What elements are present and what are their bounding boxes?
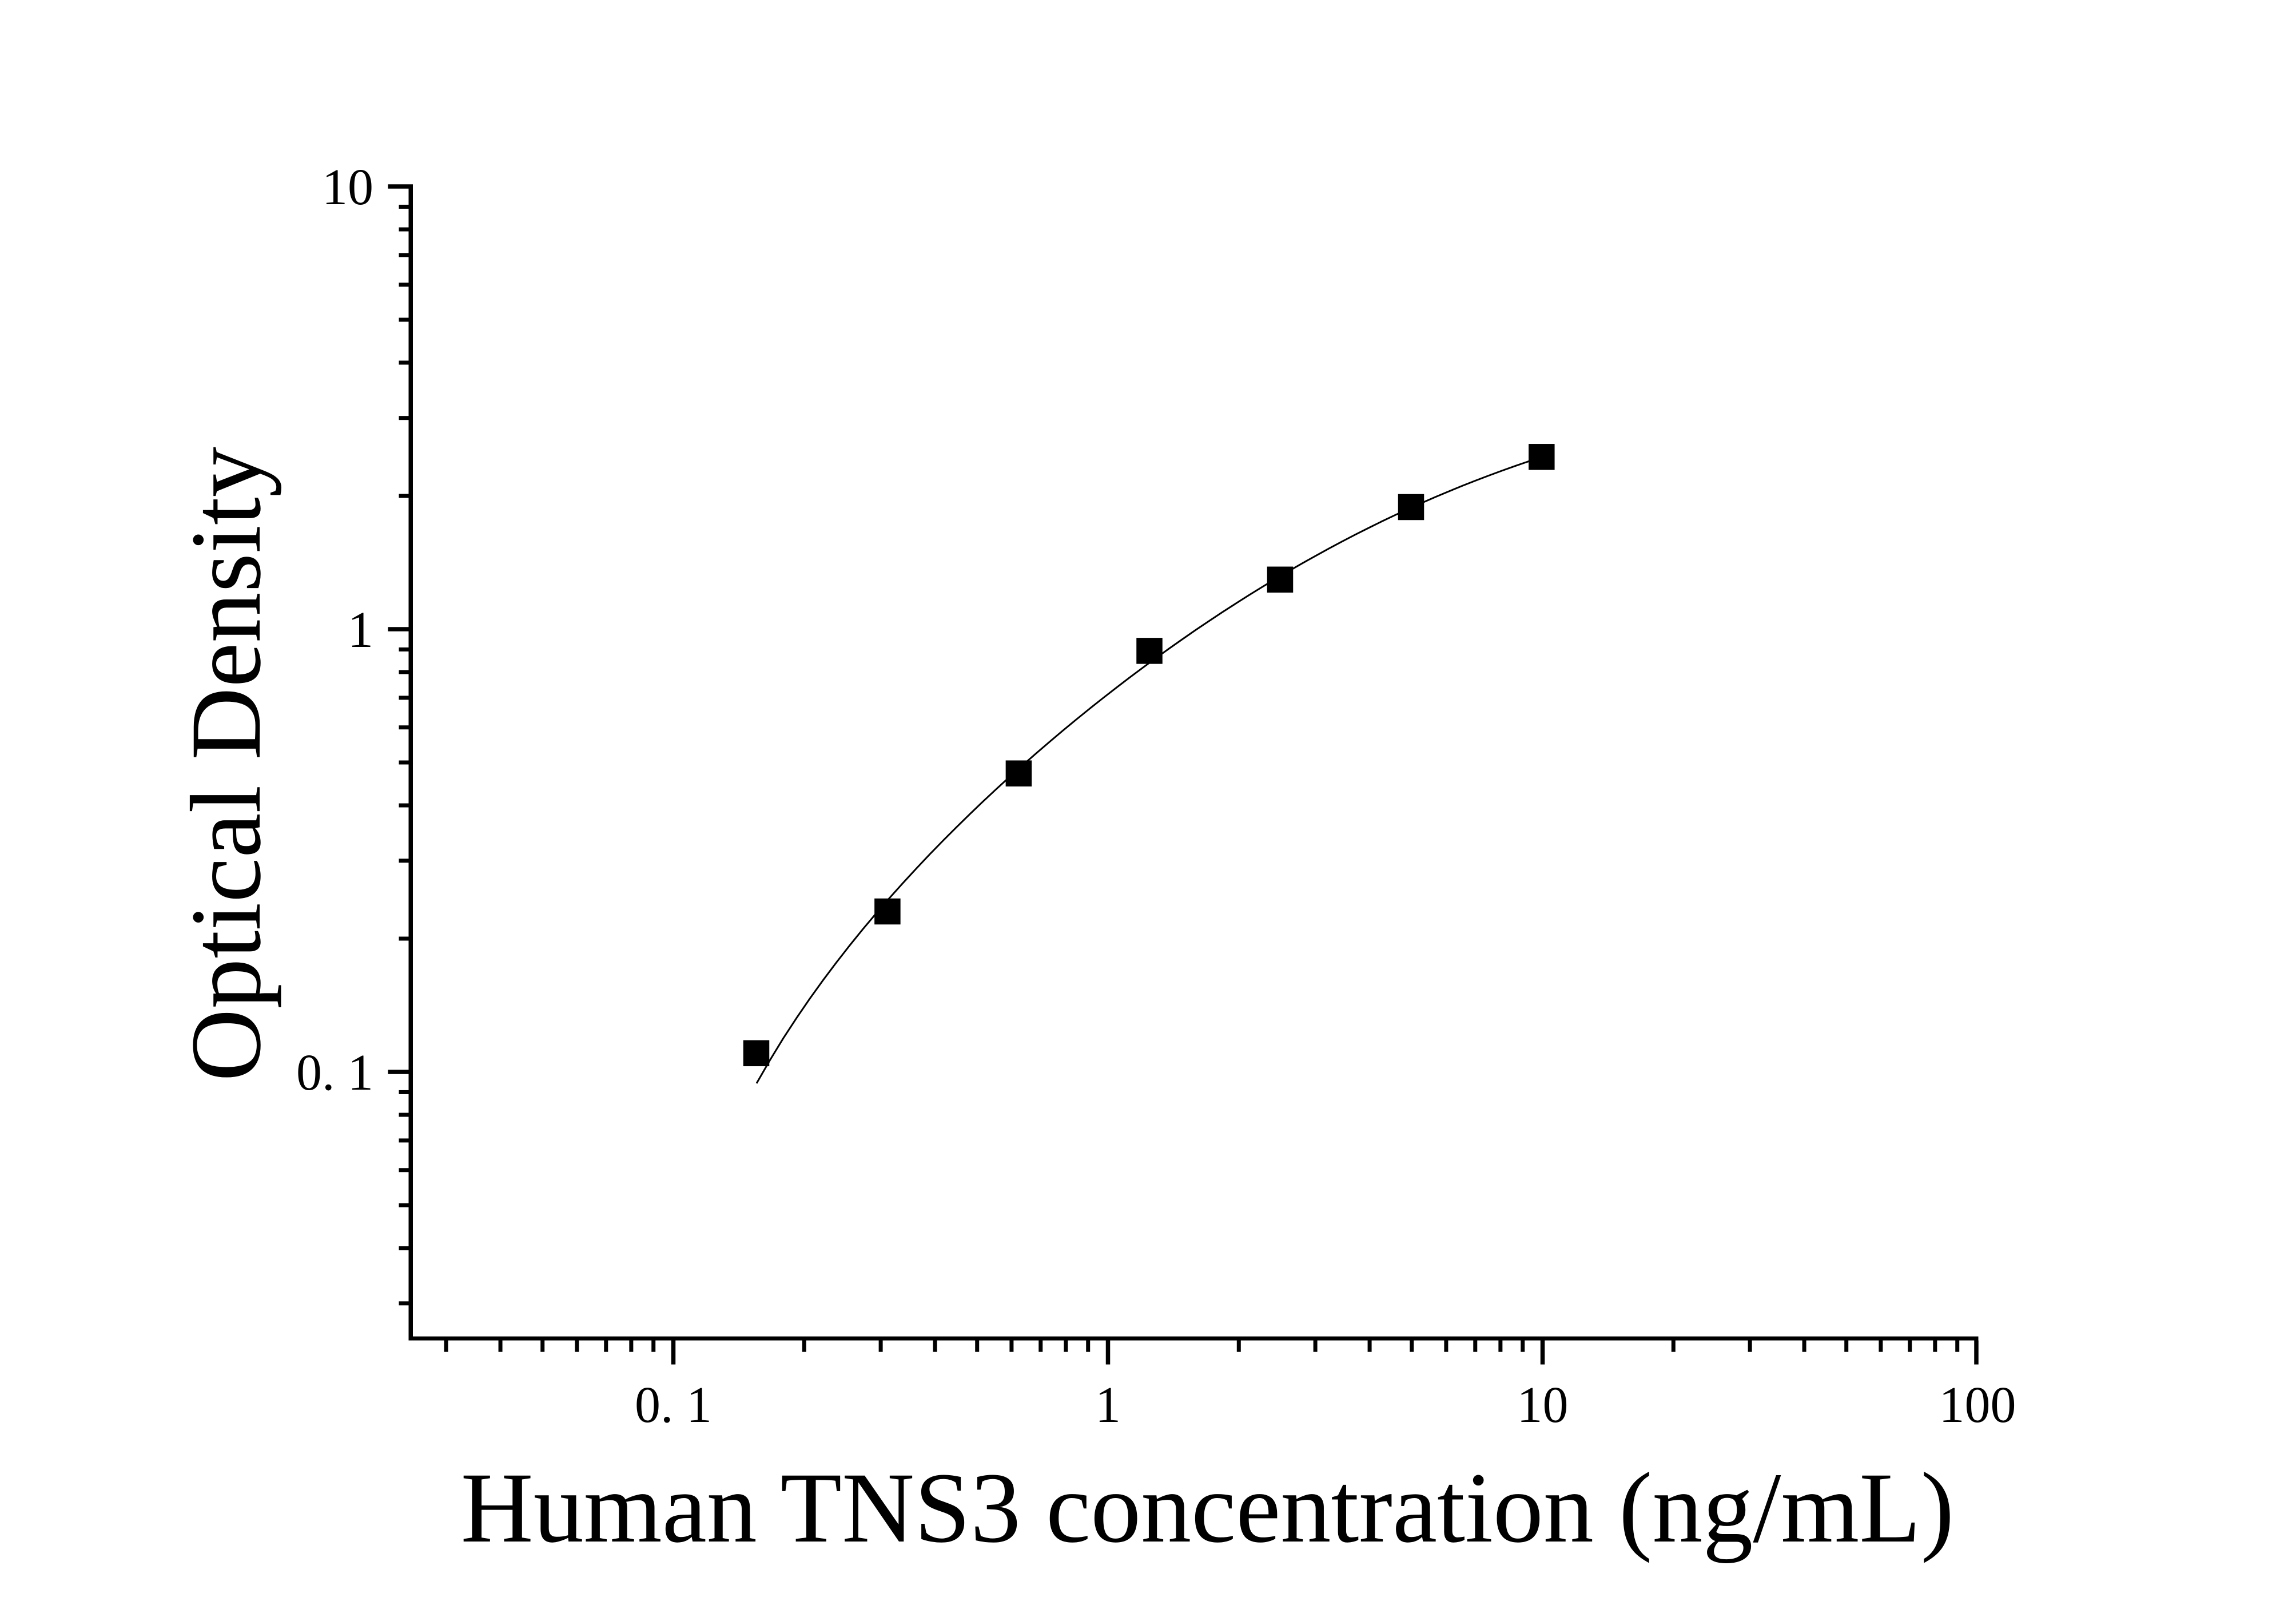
svg-text:10: 10: [322, 159, 373, 216]
svg-text:10: 10: [1517, 1377, 1569, 1433]
svg-text:1: 1: [348, 602, 373, 658]
svg-text:0. 1: 0. 1: [635, 1377, 712, 1433]
svg-text:1: 1: [1095, 1377, 1121, 1433]
svg-text:Optical Density: Optical Density: [170, 447, 282, 1082]
svg-text:Human TNS3 concentration (ng/m: Human TNS3 concentration (ng/mL): [461, 1452, 1955, 1564]
svg-text:0. 1: 0. 1: [296, 1044, 373, 1101]
svg-text:100: 100: [1939, 1377, 2016, 1433]
